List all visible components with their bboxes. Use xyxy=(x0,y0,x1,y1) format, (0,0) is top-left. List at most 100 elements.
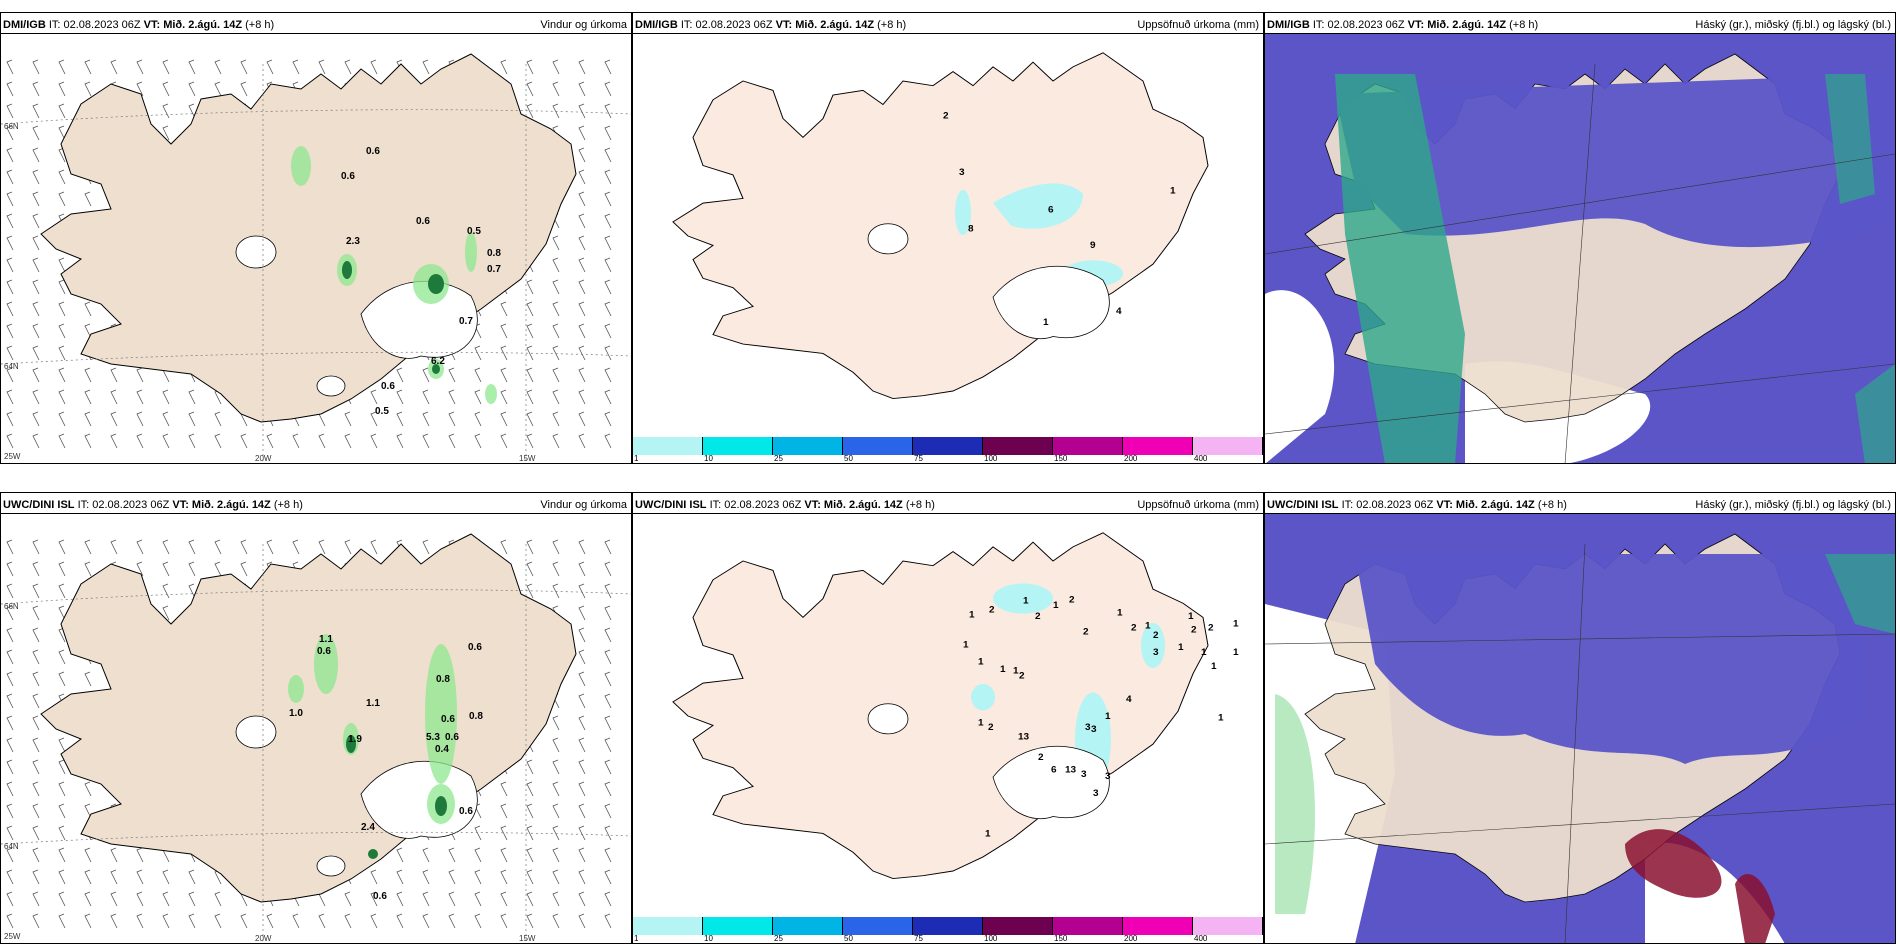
wind-barb xyxy=(6,191,14,207)
value-label: 0.6 xyxy=(416,216,430,227)
wind-barb xyxy=(578,301,586,317)
wind-barb xyxy=(604,759,612,775)
wind-barb xyxy=(84,781,92,797)
wind-barb xyxy=(6,847,14,863)
wind-barb xyxy=(604,147,612,163)
wind-barb xyxy=(6,891,14,907)
value-label: 2 xyxy=(1208,623,1214,634)
wind-barb xyxy=(578,367,586,383)
lat-label: 66N xyxy=(4,122,19,131)
map-area xyxy=(1265,33,1895,463)
wind-barb xyxy=(6,693,14,709)
colorbar-label: 75 xyxy=(914,934,923,943)
value-label: 1 xyxy=(1023,596,1029,607)
wind-barb xyxy=(84,539,92,555)
wind-barb xyxy=(32,891,40,907)
value-label: 2 xyxy=(1035,611,1041,622)
wind-barb xyxy=(448,891,456,907)
wind-barb xyxy=(604,847,612,863)
wind-barb xyxy=(526,803,534,819)
panel-header: UWC/DINI ISL IT: 02.08.2023 06Z VT: Mið.… xyxy=(635,499,1259,511)
wind-barb xyxy=(500,389,508,405)
wind-barb xyxy=(6,759,14,775)
wind-barb xyxy=(604,649,612,665)
value-label: 1.1 xyxy=(319,634,333,645)
colorbar: 1 10 25 50 75 100 150 200 400 xyxy=(633,437,1263,463)
wind-barb xyxy=(604,367,612,383)
value-label: 1 xyxy=(978,718,984,729)
colorbar-segment xyxy=(1193,917,1263,935)
value-label: 0.6 xyxy=(317,646,331,657)
wind-barb xyxy=(214,59,222,75)
panel-wind-uwc: UWC/DINI ISL IT: 02.08.2023 06Z VT: Mið.… xyxy=(0,492,632,944)
value-label: 1 xyxy=(985,829,991,840)
wind-barb xyxy=(6,605,14,621)
wind-barb xyxy=(474,411,482,427)
wind-barb xyxy=(344,913,352,929)
wind-barb xyxy=(474,389,482,405)
wind-barb xyxy=(604,433,612,449)
wind-barb xyxy=(84,59,92,75)
wind-barb xyxy=(292,433,300,449)
wind-barb xyxy=(344,539,352,555)
value-label: 2 xyxy=(988,722,994,733)
panel-header: UWC/DINI ISL IT: 02.08.2023 06Z VT: Mið.… xyxy=(1267,499,1891,511)
clear-sky xyxy=(1265,290,1651,463)
wind-barb xyxy=(84,411,92,427)
wind-barb xyxy=(604,891,612,907)
wind-barb xyxy=(526,891,534,907)
wind-barb xyxy=(162,583,170,599)
value-label: 1 xyxy=(978,657,984,668)
wind-barb xyxy=(474,825,482,841)
wind-barb xyxy=(422,367,430,383)
wind-barb xyxy=(84,847,92,863)
value-label: 2 xyxy=(1083,627,1089,638)
value-label: 1 xyxy=(1145,621,1151,632)
wind-barb xyxy=(604,913,612,929)
wind-barb xyxy=(32,737,40,753)
colorbar-segment xyxy=(633,437,703,455)
wind-barb xyxy=(266,59,274,75)
wind-barb xyxy=(32,59,40,75)
wind-barb xyxy=(58,847,66,863)
wind-barb xyxy=(604,323,612,339)
wind-barb xyxy=(240,913,248,929)
wind-barb xyxy=(448,913,456,929)
wind-barb xyxy=(552,301,560,317)
wind-barb xyxy=(526,759,534,775)
wind-barb xyxy=(552,389,560,405)
wind-barb xyxy=(240,561,248,577)
wind-barb xyxy=(136,891,144,907)
wind-barb xyxy=(578,103,586,119)
wind-barb xyxy=(58,759,66,775)
colorbar-segment xyxy=(703,437,773,455)
wind-barb xyxy=(162,539,170,555)
wind-barb xyxy=(604,803,612,819)
value-label: 3 xyxy=(1093,788,1099,799)
value-label: 0.8 xyxy=(487,248,501,259)
value-label: 9 xyxy=(1090,240,1096,251)
wind-barb xyxy=(448,847,456,863)
value-label: 0.6 xyxy=(468,642,482,653)
wind-barb xyxy=(136,433,144,449)
wind-barb xyxy=(526,345,534,361)
wind-barb xyxy=(6,781,14,797)
wind-barb xyxy=(58,649,66,665)
wind-barb xyxy=(448,367,456,383)
wind-barb xyxy=(58,81,66,97)
wind-barb xyxy=(6,257,14,273)
wind-barb xyxy=(6,869,14,885)
colorbar-label: 10 xyxy=(704,454,713,463)
wind-barb xyxy=(58,345,66,361)
wind-barb xyxy=(344,433,352,449)
wind-barb xyxy=(604,59,612,75)
value-label: 2.4 xyxy=(361,822,375,833)
wind-barb xyxy=(448,433,456,449)
wind-barb xyxy=(58,279,66,295)
wind-barb xyxy=(84,301,92,317)
wind-barb xyxy=(604,411,612,427)
wind-barb xyxy=(58,825,66,841)
value-label: 0.6 xyxy=(366,146,380,157)
value-label: 2.3 xyxy=(346,236,360,247)
grid-lines xyxy=(1,64,631,463)
